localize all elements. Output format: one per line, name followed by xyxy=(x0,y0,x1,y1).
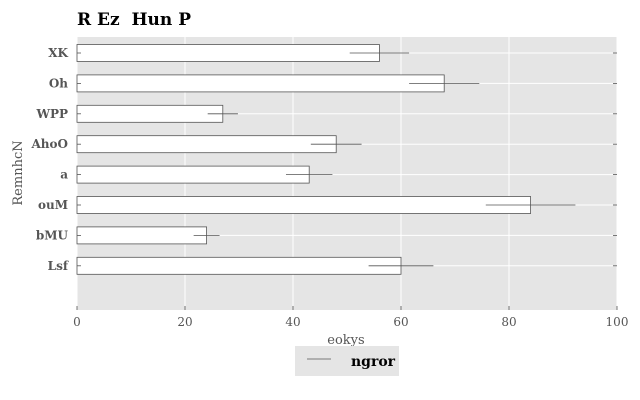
y-tick-label: Lsf xyxy=(48,259,69,273)
x-tick-label: 80 xyxy=(501,315,516,329)
y-tick-label: WPP xyxy=(35,107,68,121)
y-tick-label: AhoO xyxy=(31,137,69,151)
bar-XK xyxy=(76,44,380,62)
y-tick-label: bMU xyxy=(36,228,69,242)
bar-ouM xyxy=(76,196,532,214)
x-tick-label: 60 xyxy=(393,315,408,329)
y-tick-label: ouM xyxy=(38,198,68,212)
y-axis-label: RemnhcN xyxy=(11,140,26,205)
bar-Oh xyxy=(76,74,445,93)
legend-box xyxy=(295,346,399,376)
x-tick-label: 20 xyxy=(177,315,192,329)
x-tick-label: 0 xyxy=(73,315,81,329)
bar-a xyxy=(76,165,310,184)
error-bars xyxy=(193,52,576,267)
bar-WPP xyxy=(76,104,224,123)
x-tick-label: 40 xyxy=(285,315,300,329)
x-axis-ticks: 0 20 40 60 80 100 xyxy=(73,306,628,329)
y-tick-label: a xyxy=(60,168,68,182)
x-tick-label: 100 xyxy=(606,315,629,329)
bar-Lsf xyxy=(76,256,402,275)
x-axis-label: eokys xyxy=(327,333,364,348)
bar-bMU xyxy=(76,226,208,245)
legend-label: ngror xyxy=(351,354,396,370)
y-tick-label: XK xyxy=(48,46,68,60)
y-axis-ticks: XK Oh WPP AhoO a ouM bMU Lsf xyxy=(31,46,617,273)
bars xyxy=(76,44,532,275)
legend: ngror xyxy=(295,346,399,376)
y-tick-label: Oh xyxy=(49,76,68,90)
chart-title: R Ez Hun P xyxy=(77,10,191,30)
bar-AhoO xyxy=(76,135,337,154)
